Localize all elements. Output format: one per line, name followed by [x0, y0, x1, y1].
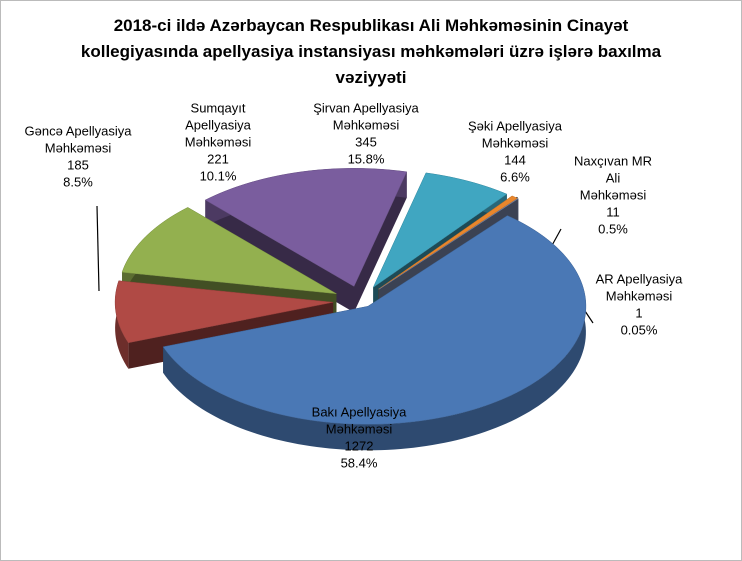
data-label: 8.5%: [63, 174, 93, 189]
leader-line: [96, 205, 100, 292]
data-label: Məhkəməsi: [326, 421, 393, 436]
data-label: 11: [606, 204, 620, 219]
chart-title: 2018-ci ildə Azərbaycan Respublikası Ali…: [80, 16, 662, 87]
data-label: Məhkəməsi: [606, 288, 673, 303]
data-label: 1: [635, 305, 642, 320]
data-label: 345: [355, 134, 377, 149]
slice: [162, 215, 587, 451]
slice-top: [121, 207, 337, 294]
data-label: 0.05%: [621, 322, 658, 337]
slice-top: [114, 280, 334, 344]
data-label: 15.8%: [348, 151, 385, 166]
data-label: 0.5%: [598, 221, 628, 236]
data-label: 6.6%: [500, 169, 530, 184]
data-label: 10.1%: [200, 168, 237, 183]
data-label: Məhkəməsi: [333, 117, 400, 132]
slice-top: [372, 172, 508, 289]
data-label: 1272: [345, 438, 374, 453]
data-label: 144: [504, 152, 526, 167]
data-label: 185: [67, 157, 89, 172]
data-label: Bakı Apellyasiya: [312, 404, 407, 419]
data-label: 221: [207, 151, 229, 166]
slice-top: [378, 195, 519, 290]
data-label: AR Apellyasiya: [596, 271, 683, 286]
data-label: Sumqayıt: [191, 100, 246, 115]
slice-top: [204, 168, 408, 287]
data-label: Məhkəməsi: [45, 140, 112, 155]
data-label: Ali: [606, 170, 621, 185]
data-label: 58.4%: [341, 455, 378, 470]
data-label: Məhkəməsi: [580, 187, 647, 202]
data-label: Məhkəməsi: [185, 134, 252, 149]
data-label: Apellyasiya: [185, 117, 252, 132]
data-label: Şirvan Apellyasiya: [313, 100, 419, 115]
data-label: Məhkəməsi: [482, 135, 549, 150]
data-label: Şəki Apellyasiya: [468, 118, 563, 133]
data-label: Gəncə Apellyasiya: [25, 123, 133, 138]
data-label: Naxçıvan MR: [574, 153, 652, 168]
slice-wall: [353, 171, 407, 313]
slice-top: [162, 215, 587, 425]
slice-top: [378, 198, 519, 290]
